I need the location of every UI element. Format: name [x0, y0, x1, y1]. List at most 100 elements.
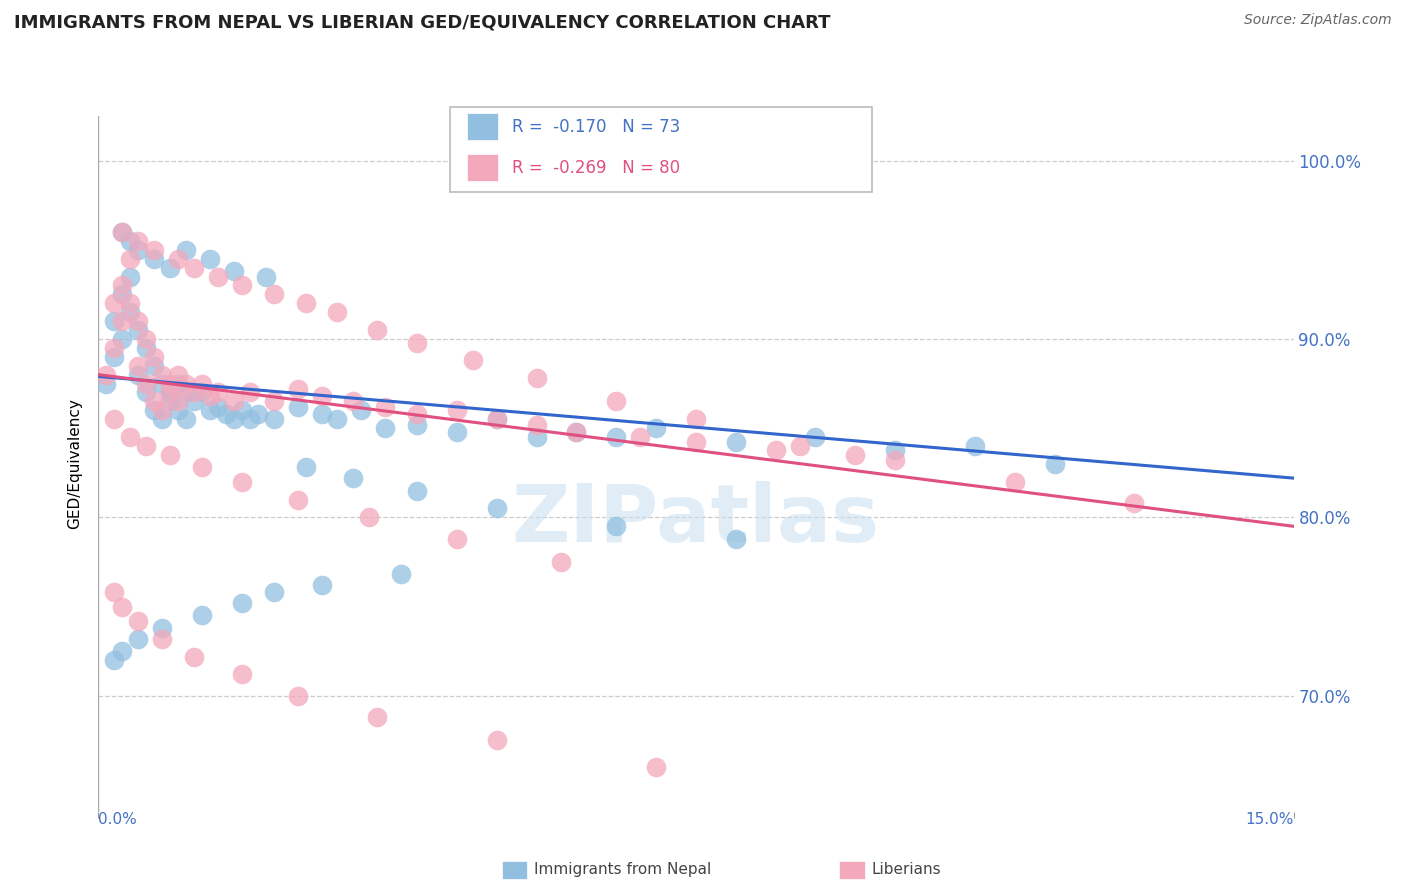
Point — [167, 252, 190, 266]
Point — [406, 335, 429, 350]
Point — [111, 278, 134, 293]
Point — [103, 341, 125, 355]
Point — [350, 403, 373, 417]
Point — [183, 260, 205, 275]
Point — [135, 439, 157, 453]
Point — [127, 243, 149, 257]
Point — [159, 260, 181, 275]
Point — [143, 403, 166, 417]
Point — [150, 632, 173, 646]
Point — [231, 667, 253, 681]
Point — [287, 382, 309, 396]
Point — [789, 439, 811, 453]
Point — [103, 314, 125, 328]
Point — [207, 385, 229, 400]
Text: Liberians: Liberians — [872, 863, 942, 877]
Point — [374, 400, 396, 414]
Point — [135, 341, 157, 355]
Point — [198, 389, 221, 403]
Point — [111, 287, 134, 301]
Point — [461, 353, 484, 368]
Point — [605, 430, 627, 444]
Point — [198, 252, 221, 266]
Point — [143, 394, 166, 409]
Point — [150, 368, 173, 382]
Point — [605, 519, 627, 533]
Point — [215, 407, 238, 421]
Point — [159, 385, 181, 400]
Point — [120, 252, 142, 266]
Point — [191, 608, 214, 623]
Point — [526, 430, 548, 444]
Point — [628, 430, 651, 444]
Point — [174, 385, 197, 400]
Point — [159, 448, 181, 462]
Text: Source: ZipAtlas.com: Source: ZipAtlas.com — [1244, 13, 1392, 28]
Point — [135, 376, 157, 391]
Point — [485, 412, 508, 426]
Point — [366, 323, 388, 337]
Point — [685, 435, 707, 450]
Point — [159, 376, 181, 391]
Point — [884, 442, 907, 457]
Point — [159, 385, 181, 400]
Point — [884, 453, 907, 467]
Point — [143, 252, 166, 266]
Point — [120, 234, 142, 248]
Point — [150, 621, 173, 635]
Point — [311, 389, 333, 403]
Point — [127, 614, 149, 628]
Point — [222, 394, 245, 409]
Point — [231, 475, 253, 489]
Point — [246, 407, 269, 421]
Point — [120, 305, 142, 319]
Point — [150, 376, 173, 391]
Point — [485, 501, 508, 516]
Point — [167, 376, 190, 391]
Point — [111, 314, 134, 328]
Point — [804, 430, 827, 444]
Point — [127, 368, 149, 382]
Point — [342, 471, 364, 485]
Point — [111, 644, 134, 658]
Point — [207, 400, 229, 414]
Point — [159, 394, 181, 409]
Point — [96, 368, 118, 382]
Point — [198, 403, 221, 417]
Point — [724, 532, 747, 546]
Text: ZIPatlas: ZIPatlas — [512, 481, 880, 558]
Point — [167, 403, 190, 417]
Point — [174, 243, 197, 257]
Point — [103, 296, 125, 310]
Point — [366, 710, 388, 724]
Point — [150, 403, 173, 417]
Point — [167, 394, 190, 409]
Point — [550, 555, 572, 569]
Point — [135, 385, 157, 400]
Point — [231, 278, 253, 293]
Point — [143, 350, 166, 364]
Point — [765, 442, 787, 457]
Point — [103, 653, 125, 667]
Point — [406, 483, 429, 498]
Point — [963, 439, 986, 453]
Point — [120, 296, 142, 310]
Point — [239, 412, 262, 426]
Point — [294, 296, 316, 310]
Text: 15.0%: 15.0% — [1246, 812, 1294, 827]
Point — [406, 417, 429, 432]
Point — [127, 234, 149, 248]
Point — [103, 585, 125, 599]
Point — [645, 421, 668, 435]
Point — [111, 225, 134, 239]
Point — [287, 492, 309, 507]
Point — [263, 412, 285, 426]
Point — [120, 269, 142, 284]
Point — [359, 510, 381, 524]
Point — [326, 412, 349, 426]
Point — [1043, 457, 1066, 471]
Point — [844, 448, 866, 462]
Point — [127, 323, 149, 337]
Point — [311, 578, 333, 592]
Point — [127, 314, 149, 328]
